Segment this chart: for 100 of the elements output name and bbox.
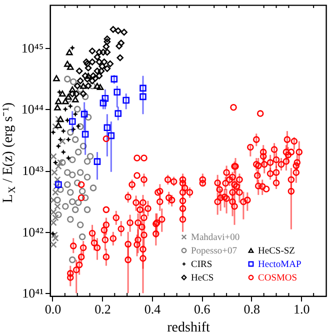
point [74, 148, 82, 156]
point [59, 138, 66, 145]
point [84, 206, 91, 214]
point [64, 181, 71, 188]
point [84, 72, 92, 79]
point [72, 111, 78, 117]
point [98, 62, 106, 70]
point [116, 42, 123, 50]
point [54, 203, 61, 210]
point [67, 64, 74, 70]
point [62, 98, 69, 104]
point [68, 103, 74, 109]
point [59, 90, 66, 97]
point [96, 58, 103, 66]
y-tick-label: 10⁴⁴ [21, 102, 44, 117]
point [55, 211, 62, 218]
legend-label: HeCS [191, 274, 214, 284]
point [90, 72, 97, 80]
point [68, 198, 76, 206]
point [54, 104, 61, 110]
point [68, 118, 76, 125]
point [116, 54, 124, 62]
point [50, 219, 57, 226]
point [64, 169, 71, 176]
point [80, 90, 87, 98]
point [104, 36, 111, 42]
point [68, 86, 76, 92]
point [82, 58, 90, 66]
point [55, 122, 62, 128]
point [100, 100, 107, 106]
point [68, 171, 76, 178]
point [54, 176, 61, 184]
point [76, 123, 82, 129]
point [68, 156, 76, 164]
point [52, 160, 58, 166]
legend-label: Popesso+07 [191, 246, 238, 256]
point [120, 28, 128, 36]
point [80, 110, 88, 118]
point [104, 124, 111, 132]
point [80, 82, 87, 89]
point [82, 130, 89, 138]
point [60, 128, 66, 134]
point [58, 136, 64, 142]
point [82, 93, 89, 100]
point [86, 153, 94, 160]
point [62, 106, 68, 112]
y-tick-label: 10⁴² [22, 224, 44, 240]
point [76, 123, 84, 130]
point [76, 86, 84, 93]
point [65, 94, 72, 100]
point [90, 184, 97, 192]
point [102, 43, 110, 50]
point [108, 132, 115, 140]
point [106, 60, 114, 68]
point [84, 114, 92, 121]
point [76, 169, 84, 176]
point [66, 136, 72, 142]
point [50, 196, 57, 204]
point [55, 98, 62, 104]
point [62, 203, 69, 210]
point [102, 95, 109, 102]
point [67, 216, 74, 223]
legend-label: COSMOS [258, 274, 298, 284]
x-tick-label: 0.0 [44, 302, 62, 316]
y-tick-label: 10⁴¹ [22, 286, 44, 301]
point [114, 27, 122, 34]
point [54, 196, 61, 204]
point [100, 58, 108, 66]
point [65, 96, 72, 103]
point [122, 96, 130, 104]
point [68, 256, 76, 264]
point [70, 45, 76, 51]
point [94, 158, 101, 165]
legend-label: CIRS [191, 260, 212, 270]
point [70, 126, 76, 132]
point [114, 110, 122, 117]
point [76, 68, 83, 74]
point [88, 48, 96, 54]
x-axis-title: redshift [167, 320, 210, 334]
y-tick-label: 10⁴⁵ [21, 40, 44, 56]
point [88, 82, 96, 90]
point [52, 214, 59, 222]
point [84, 76, 91, 82]
point [84, 158, 91, 165]
point [92, 74, 99, 82]
legend-label: HeCS-SZ [258, 246, 296, 256]
point [110, 76, 118, 82]
legend-label: Mahdavi+00 [191, 233, 240, 243]
point [59, 159, 66, 166]
point [52, 234, 59, 242]
y-tick-label: 10⁴³ [22, 163, 44, 178]
point [100, 48, 107, 56]
point [52, 123, 59, 130]
legend-label: HectoMAP [258, 260, 302, 270]
point [74, 199, 82, 206]
point [56, 143, 62, 149]
point [55, 116, 62, 122]
point [82, 194, 89, 202]
point [84, 64, 92, 72]
point [52, 189, 59, 196]
